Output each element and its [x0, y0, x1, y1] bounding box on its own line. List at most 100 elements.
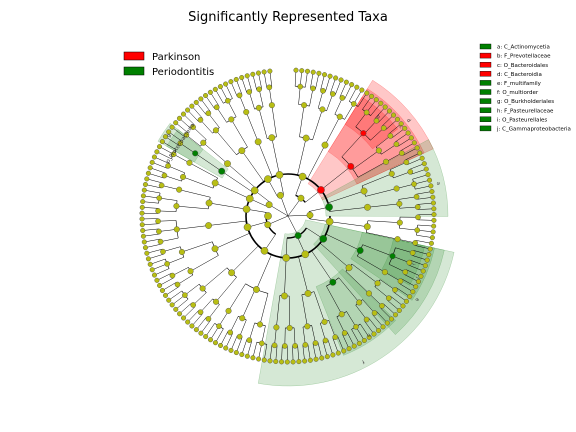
- tree-node-200: [166, 297, 172, 303]
- tree-node-246: [180, 173, 187, 180]
- tree-node-288: [217, 84, 223, 90]
- tree-node-156: [284, 359, 290, 365]
- tree-node-70: [430, 194, 436, 200]
- clade-label-4: f: [361, 358, 366, 364]
- tree-node-244: [245, 194, 254, 203]
- edge-line: [257, 141, 273, 178]
- tree-node-68: [413, 193, 420, 200]
- tree-node-13: [322, 72, 328, 78]
- edge-line: [385, 119, 398, 131]
- key-swatch-0: [479, 43, 492, 50]
- edge-line: [168, 290, 182, 301]
- tree-node-100: [415, 279, 421, 285]
- edge-line: [414, 245, 431, 250]
- edge-line: [404, 274, 419, 282]
- tree-node-66: [364, 203, 371, 211]
- tree-node-9: [310, 69, 316, 75]
- tree-node-62: [411, 181, 417, 187]
- edge-line: [395, 247, 413, 254]
- tree-node-258: [250, 186, 259, 195]
- clade-label-1: c: [397, 124, 404, 130]
- tree-node-193: [199, 285, 206, 292]
- key-label-8: i: O_Pasteurellales: [497, 117, 547, 123]
- edge-line: [175, 298, 189, 310]
- tree-node-261: [177, 140, 184, 147]
- tree-node-96: [422, 263, 428, 269]
- edge-line: [417, 224, 434, 227]
- tree-node-33: [378, 100, 384, 106]
- tree-node-65: [428, 183, 434, 189]
- tree-node-32: [373, 97, 379, 103]
- tree-node-229: [242, 205, 251, 213]
- clade-label-2: b: [375, 114, 381, 121]
- tree-node-183: [207, 337, 213, 343]
- tree-node-137: [341, 348, 347, 354]
- edge-line: [362, 244, 393, 257]
- tree-node-31: [369, 93, 375, 99]
- tree-node-195: [181, 315, 187, 321]
- edge-line: [325, 76, 331, 92]
- tree-node-234: [139, 204, 145, 210]
- tree-node-247: [161, 172, 168, 179]
- clade-label-7: i: [410, 262, 416, 265]
- edge-line: [208, 220, 247, 226]
- edge-line: [275, 345, 278, 362]
- tree-node-115: [393, 312, 399, 318]
- edge-line: [352, 150, 380, 170]
- tree-node-140: [330, 352, 336, 358]
- edge-line: [236, 79, 243, 95]
- edge-line: [215, 182, 250, 199]
- edge-line: [297, 345, 300, 362]
- edge-line: [320, 166, 351, 191]
- tree-node-82: [430, 229, 436, 235]
- tree-node-141: [324, 354, 330, 360]
- tree-node-285: [207, 89, 213, 95]
- edge-line: [145, 243, 162, 248]
- edge-line: [202, 267, 228, 289]
- edge-line: [379, 307, 392, 320]
- edge-line: [287, 215, 299, 236]
- tree-node-177: [227, 329, 234, 336]
- tree-node-107: [392, 287, 398, 293]
- tree-node-92: [409, 250, 416, 256]
- edge-line: [374, 106, 386, 120]
- edge-line: [337, 336, 344, 352]
- edge-line: [225, 333, 233, 349]
- edge-line: [191, 105, 203, 119]
- tree-node-170: [246, 337, 253, 343]
- tree-node-219: [173, 226, 180, 233]
- tree-node-86: [428, 240, 434, 246]
- edge-line: [181, 241, 213, 253]
- tree-node-35: [382, 104, 388, 110]
- tree-node-161: [267, 358, 273, 364]
- tree-node-251: [149, 159, 155, 165]
- tree-node-130: [356, 340, 362, 346]
- edge-line: [299, 105, 305, 137]
- edge-line: [186, 134, 201, 147]
- tree-nodes: [139, 67, 437, 365]
- edge-line: [173, 154, 190, 164]
- edge-line: [388, 264, 406, 273]
- key-swatch-8: [479, 116, 492, 123]
- edge-line: [231, 245, 259, 273]
- tree-node-240: [158, 182, 165, 189]
- tree-node-185: [228, 269, 235, 277]
- edge-line: [372, 314, 384, 328]
- tree-node-241: [142, 181, 148, 187]
- tree-node-192: [185, 319, 191, 325]
- edge-line: [281, 345, 283, 362]
- tree-node-87: [427, 246, 433, 252]
- edge-line: [203, 142, 228, 164]
- edge-line: [150, 258, 166, 265]
- edge-line: [416, 196, 433, 200]
- edge-line: [293, 327, 296, 346]
- key-label-3: d: C_Bacteroidia: [497, 72, 542, 78]
- key-label-7: h: F_Pasteurellaceae: [497, 108, 554, 114]
- tree-node-4: [297, 83, 304, 90]
- edge-line: [192, 126, 207, 140]
- edge-line: [399, 283, 413, 292]
- edge-line: [312, 343, 317, 360]
- edge-line: [391, 128, 405, 139]
- edge-line: [355, 305, 367, 320]
- clade-label-0: d: [405, 118, 412, 124]
